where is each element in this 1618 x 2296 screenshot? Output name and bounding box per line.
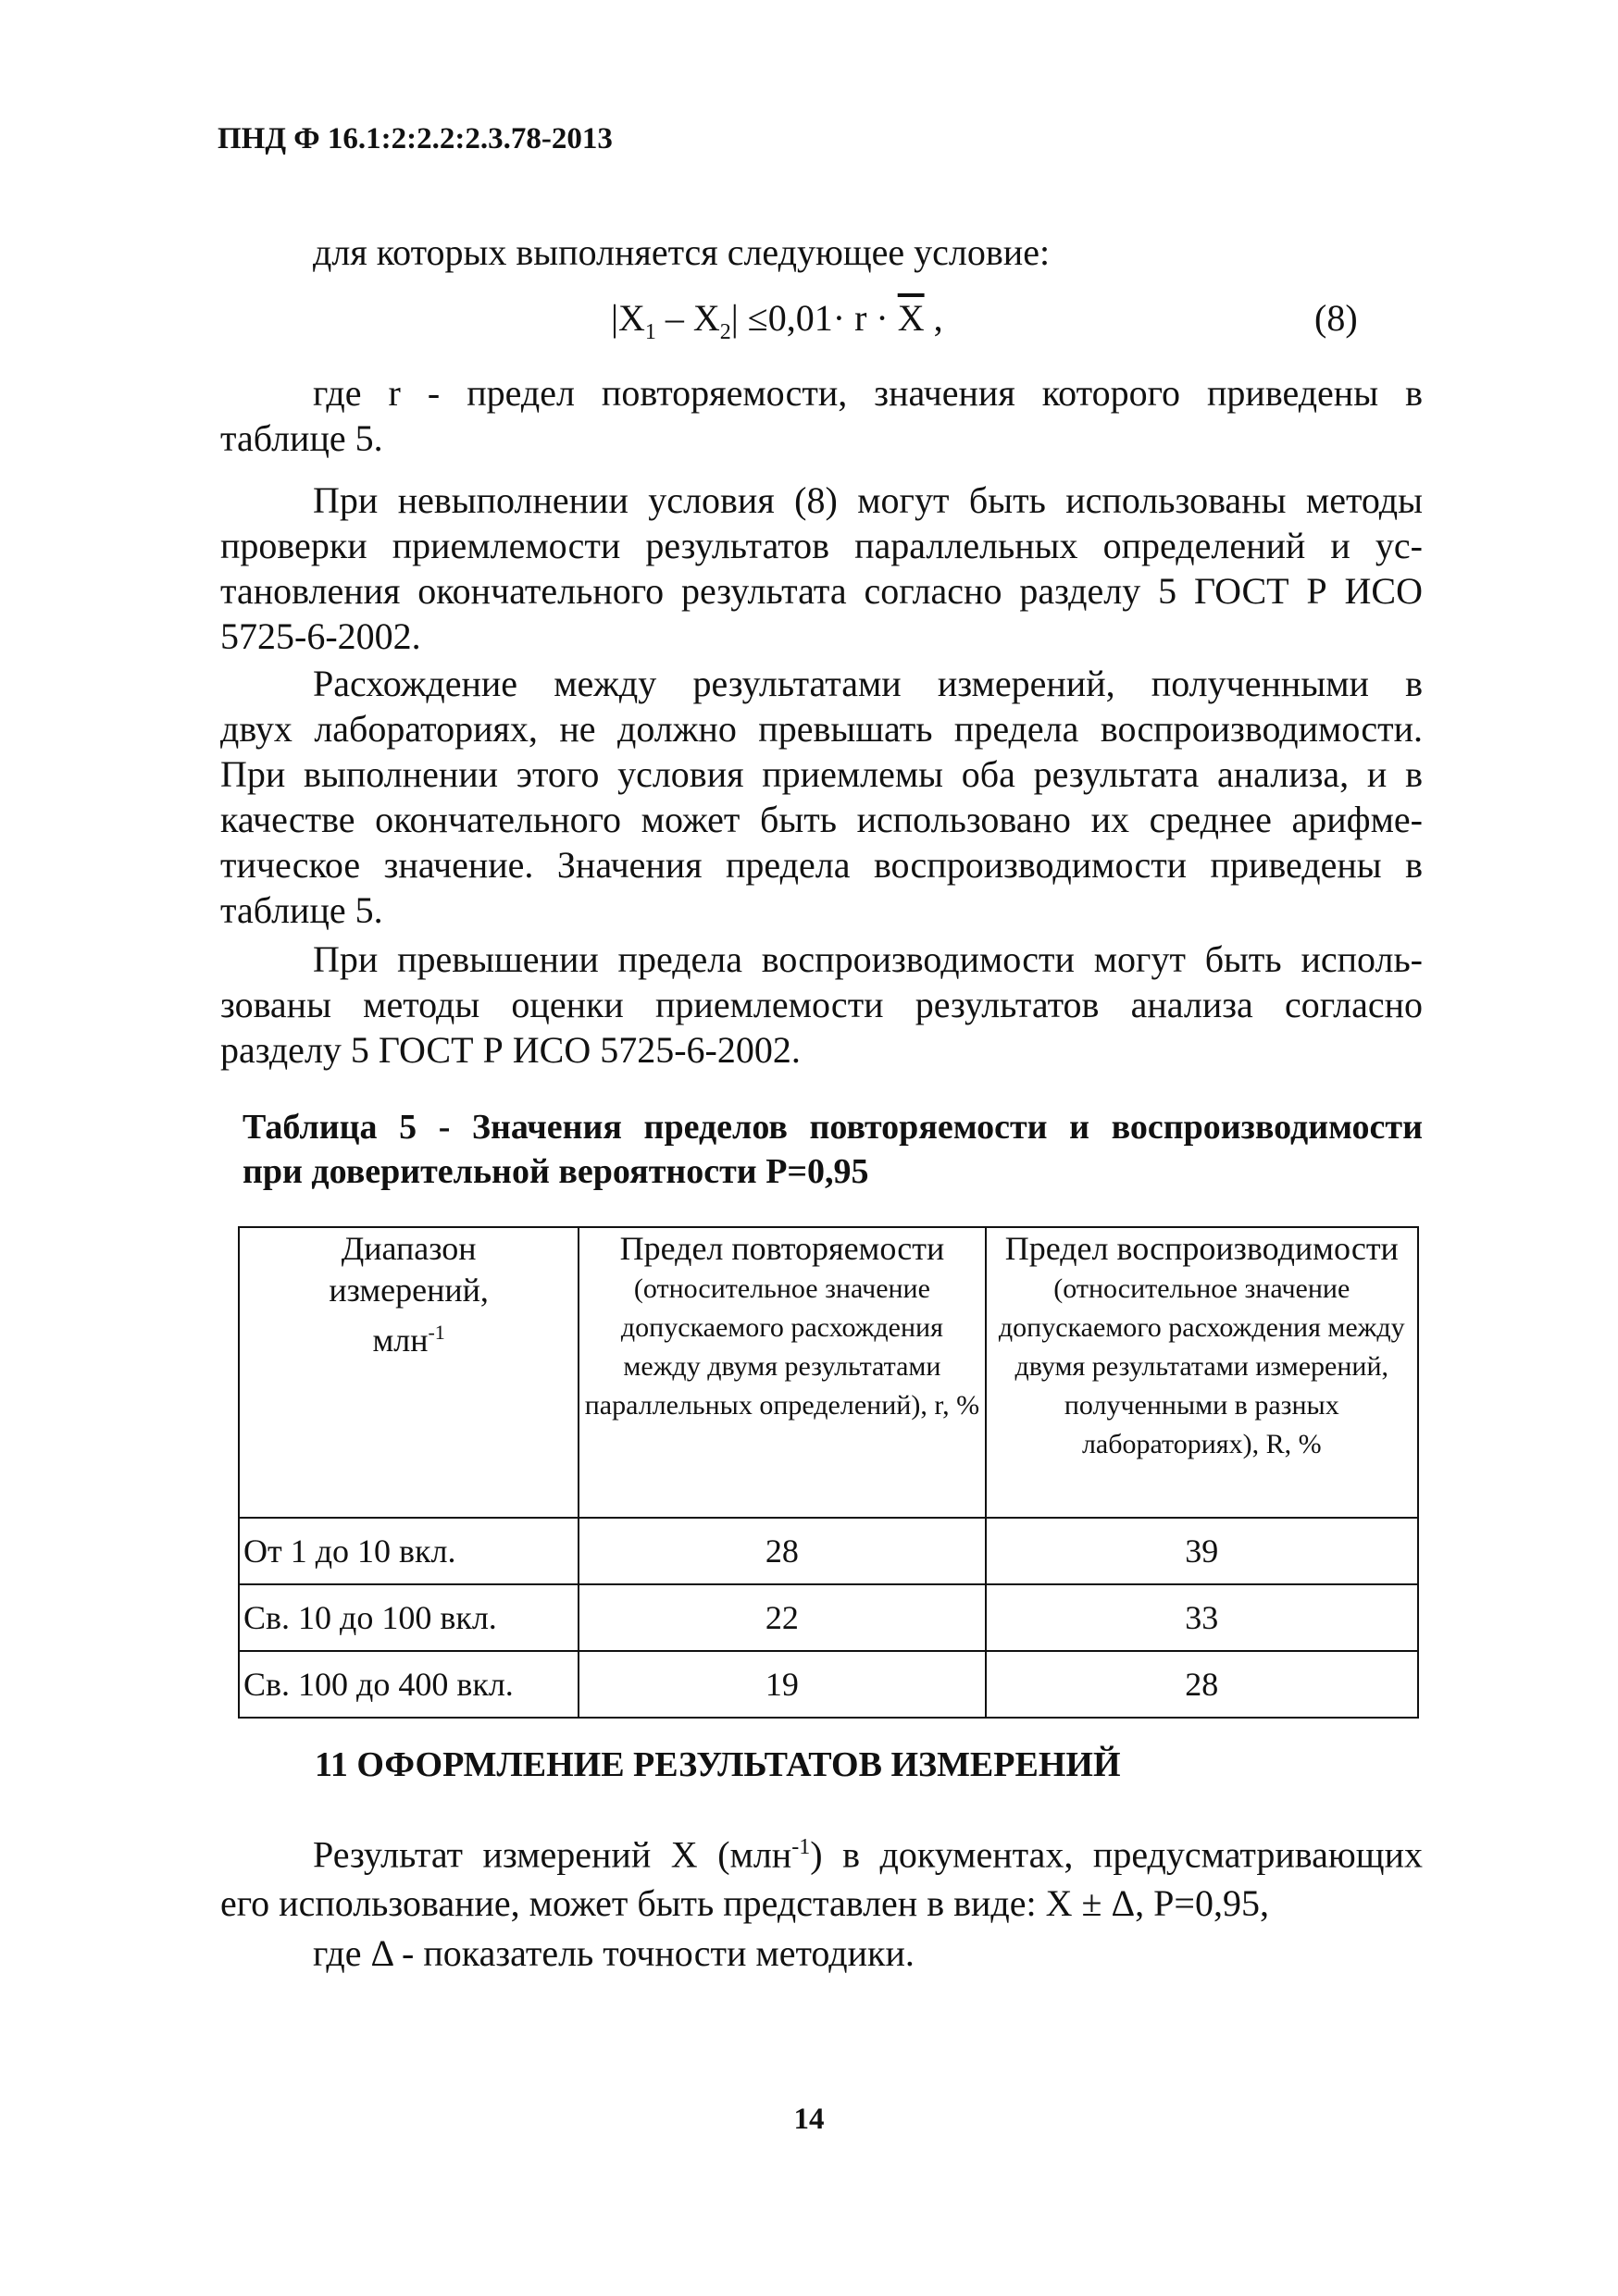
text-line: Результат измерений Х (млн-1) в документ… bbox=[313, 1833, 1423, 1876]
cell: 19 bbox=[578, 1650, 987, 1719]
text-line: для которых выполняется следующее услови… bbox=[313, 231, 1051, 273]
paragraph: для которых выполняется следующее услови… bbox=[220, 230, 1423, 275]
text-line: Расхождение между результатами измерений… bbox=[313, 663, 1423, 704]
cell: 28 bbox=[984, 1650, 1420, 1719]
text-line: разделу 5 ГОСТ Р ИСО 5725-6-2002. bbox=[220, 1029, 801, 1071]
text-line: 5725-6-2002. bbox=[220, 615, 421, 657]
text-line: проверки приемлемости результатов паралл… bbox=[220, 525, 1423, 566]
text-line: тическое значение. Значения предела восп… bbox=[220, 844, 1423, 886]
cell: От 1 до 10 вкл. bbox=[237, 1517, 580, 1585]
header-range: Диапазон измерений, млн-1 bbox=[237, 1226, 580, 1519]
text-line: При невыполнении условия (8) могут быть … bbox=[313, 479, 1423, 521]
text-line: тановления окончательного результата сог… bbox=[220, 570, 1423, 612]
text-line: таблице 5. bbox=[220, 417, 383, 459]
text-line: качестве окончательного может быть испол… bbox=[220, 799, 1423, 840]
paragraph: Расхождение между результатами измерений… bbox=[220, 661, 1423, 933]
paragraph: где r - предел повторяемости, значения к… bbox=[220, 370, 1423, 461]
table-title: Таблица 5 - Значения пределов повторяемо… bbox=[243, 1105, 1423, 1194]
section-heading: 11 ОФОРМЛЕНИЕ РЕЗУЛЬТАТОВ ИЗМЕРЕНИЙ bbox=[315, 1745, 1121, 1784]
table-row: От 1 до 10 вкл. 28 39 bbox=[237, 1517, 1420, 1585]
text-line: при доверительной вероятности Р=0,95 bbox=[243, 1152, 869, 1191]
cell: 33 bbox=[984, 1583, 1420, 1652]
limits-table: Диапазон измерений, млн-1 Предел повторяем… bbox=[237, 1226, 1420, 1719]
table-row: Св. 100 до 400 вкл. 19 28 bbox=[237, 1650, 1420, 1719]
text-line: Таблица 5 - Значения пределов повторяемо… bbox=[243, 1108, 1423, 1147]
text-line: таблице 5. bbox=[220, 889, 383, 931]
text-line: где r - предел повторяемости, значения к… bbox=[313, 372, 1423, 414]
text-line: При превышении предела воспроизводимости… bbox=[313, 938, 1423, 980]
header-reproducibility: Предел воспроизводимости (относительное з… bbox=[984, 1226, 1420, 1519]
text-line: При выполнении этого условия приемлемы о… bbox=[220, 753, 1423, 795]
cell: 39 bbox=[984, 1517, 1420, 1585]
header-repeatability: Предел повторяемости (относительное значе… bbox=[578, 1226, 987, 1519]
cell: Св. 10 до 100 вкл. bbox=[237, 1583, 580, 1652]
cell: 28 bbox=[578, 1517, 987, 1585]
document-code-header: ПНД Ф 16.1:2:2.2:2.3.78-2013 bbox=[218, 122, 613, 155]
text-line: где Δ - показатель точности методики. bbox=[313, 1932, 915, 1975]
table-row: Св. 10 до 100 вкл. 22 33 bbox=[237, 1583, 1420, 1652]
table-header-row: Диапазон измерений, млн-1 Предел повторяем… bbox=[237, 1226, 1420, 1519]
formula-8: |X1 – X2| ≤0,01· r · X , bbox=[611, 297, 943, 344]
paragraph: При невыполнении условия (8) могут быть … bbox=[220, 478, 1423, 659]
text-line: двух лабораториях, не должно превышать п… bbox=[220, 708, 1423, 750]
cell: Св. 100 до 400 вкл. bbox=[237, 1650, 580, 1719]
cell: 22 bbox=[578, 1583, 987, 1652]
paragraph: Результат измерений Х (млн-1) в документ… bbox=[220, 1825, 1423, 1976]
page-number: 14 bbox=[793, 2103, 825, 2136]
text-line: его использование, может быть представле… bbox=[220, 1882, 1269, 1925]
equation-number: (8) bbox=[1314, 297, 1358, 339]
paragraph: При превышении предела воспроизводимости… bbox=[220, 937, 1423, 1073]
text-line: зованы методы оценки приемлемости резуль… bbox=[220, 984, 1423, 1025]
